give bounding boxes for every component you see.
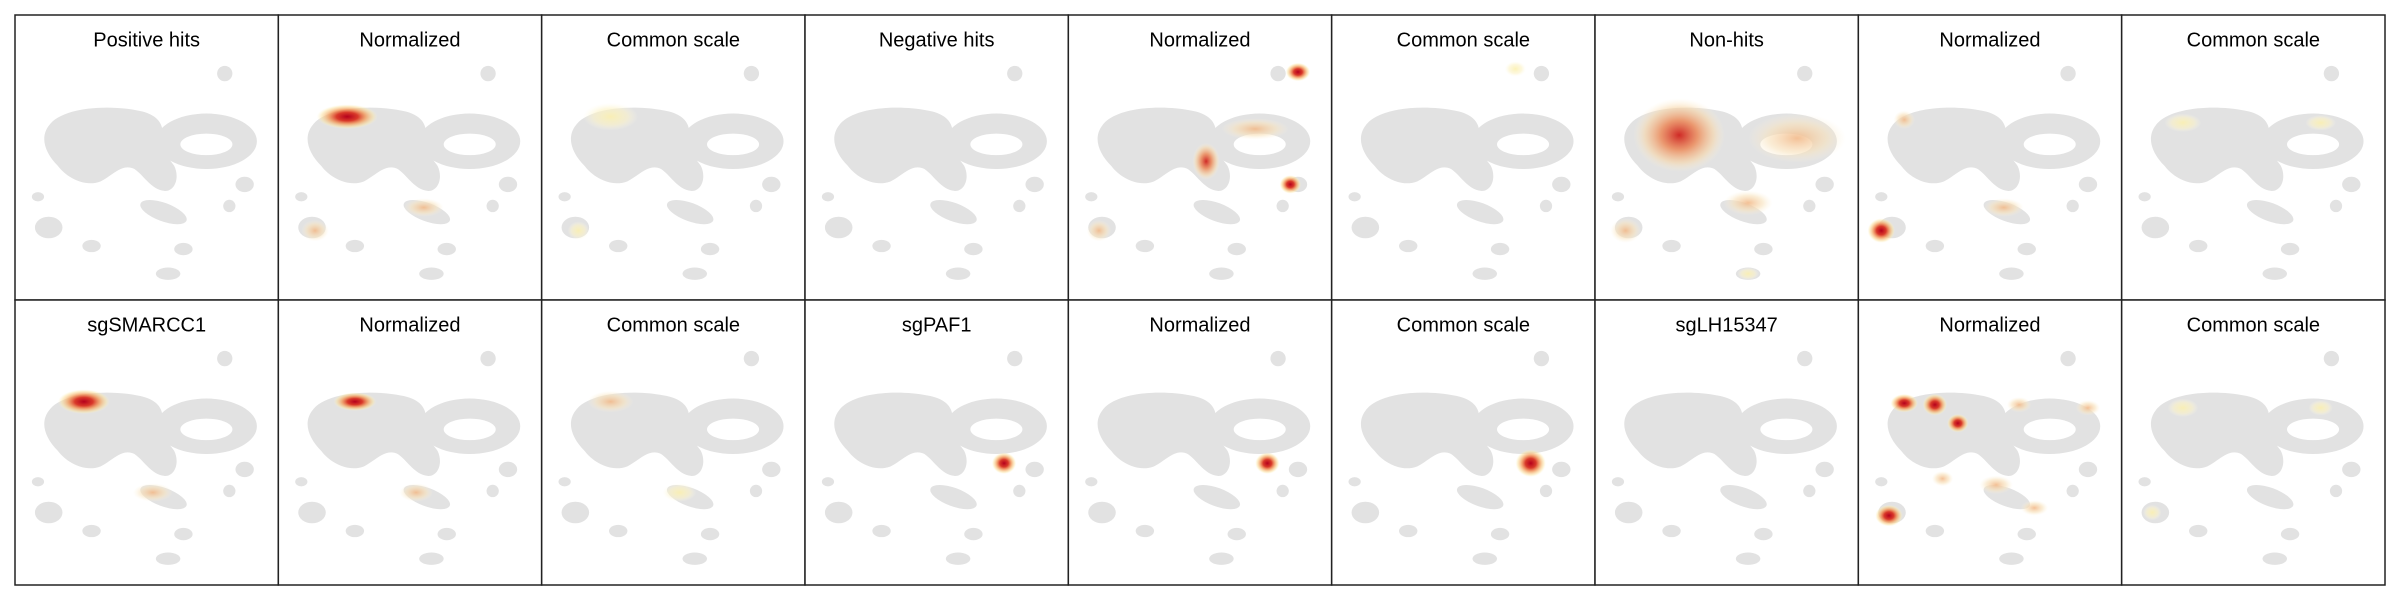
density-blob (567, 221, 590, 240)
panel: sgPAF1 (804, 299, 1070, 586)
density-blob (132, 483, 173, 502)
density-blob (1947, 413, 1969, 433)
embedding-plot (1610, 65, 1847, 280)
density-blob (1875, 504, 1903, 527)
embedding-plot (1348, 350, 1574, 565)
density-blob (587, 390, 634, 413)
panel: Negative hits (804, 14, 1070, 301)
embedding-plot (295, 350, 521, 565)
embedding-plot (2138, 350, 2364, 565)
panel-title: Normalized (1149, 314, 1250, 336)
density-blob (1931, 470, 1954, 487)
panel-title: sgLH15347 (1676, 314, 1778, 336)
embedding-plot (558, 350, 784, 565)
density-blob (1504, 61, 1527, 77)
embedding-plot (2138, 65, 2364, 280)
panel: Common scale (2120, 299, 2386, 586)
panel: Normalized (1067, 299, 1333, 586)
panel: Common scale (540, 299, 806, 586)
embedding-plot (1085, 350, 1311, 565)
density-blob (1983, 198, 2024, 217)
density-blob (403, 198, 444, 217)
density-blob (1890, 393, 1919, 413)
density-blob (2308, 400, 2333, 416)
panel-title: Common scale (1397, 314, 1530, 336)
panel-title: Common scale (2187, 314, 2320, 336)
panel: Common scale (2120, 14, 2386, 301)
panel-title: Normalized (1149, 29, 1250, 51)
embedding-plot (1085, 62, 1311, 280)
embedding-plot (1875, 350, 2101, 565)
panel-title: sgSMARCC1 (87, 314, 206, 336)
density-blob (2164, 113, 2202, 133)
panel-title: Common scale (607, 29, 740, 51)
density-blob (57, 389, 110, 414)
density-blob (301, 219, 329, 242)
density-blob (1979, 475, 2013, 495)
density-blob (2305, 115, 2337, 131)
density-blob (1922, 393, 1948, 416)
density-blob (2143, 504, 2162, 521)
panel-title: Common scale (1397, 29, 1530, 51)
panel-title: Common scale (2187, 29, 2320, 51)
panel: sgLH15347 (1594, 299, 1860, 586)
panel-title: Negative hits (879, 29, 995, 51)
density-blob (399, 483, 433, 502)
density-blob (1086, 219, 1112, 242)
density-blob (1192, 142, 1220, 180)
panel-title: Normalized (1939, 314, 2040, 336)
panel: Normalized (1067, 14, 1333, 301)
density-blob (1867, 218, 1896, 243)
density-blob (991, 452, 1017, 475)
density-blob (316, 104, 378, 129)
embedding-plot (1348, 61, 1574, 280)
panel-title: sgPAF1 (902, 314, 972, 336)
density-blob (2020, 500, 2049, 516)
density-blob (333, 392, 377, 411)
density-blob (1748, 113, 1847, 163)
panel: sgSMARCC1 (14, 299, 280, 586)
panel-title: Common scale (607, 314, 740, 336)
density-blob (662, 483, 697, 502)
density-blob (2006, 397, 2032, 413)
panel-title: Normalized (359, 314, 460, 336)
panel-title: Normalized (359, 29, 460, 51)
density-blob (1279, 175, 1302, 194)
panel: Common scale (1330, 14, 1596, 301)
panel: Positive hits (14, 14, 280, 301)
density-blob (1633, 98, 1726, 173)
density-blob (1737, 267, 1759, 280)
density-blob (2075, 400, 2101, 416)
density-blob (1723, 190, 1773, 216)
panel: Common scale (1330, 299, 1596, 586)
density-blob (1515, 449, 1547, 478)
panel: Normalized (277, 14, 543, 301)
embedding-plot (31, 350, 257, 565)
panel-title: Normalized (1939, 29, 2040, 51)
panel-title: Positive hits (93, 29, 200, 51)
density-blob (1255, 452, 1280, 475)
panel: Non-hits (1594, 14, 1860, 301)
embedding-plot (295, 65, 521, 280)
density-blob (1221, 118, 1289, 140)
panel-title: Non-hits (1689, 29, 1763, 51)
density-blob (583, 102, 639, 131)
panel: Normalized (277, 299, 543, 586)
panel: Common scale (540, 14, 806, 301)
density-blob (1893, 110, 1915, 129)
embedding-plot (1867, 65, 2101, 280)
density-blob (1610, 218, 1641, 243)
panel: Normalized (1857, 14, 2123, 301)
embedding-plot (558, 65, 784, 280)
density-blob (2167, 398, 2199, 418)
embedding-plot (821, 350, 1047, 565)
panel: Normalized (1857, 299, 2123, 586)
density-blob (1285, 62, 1311, 82)
